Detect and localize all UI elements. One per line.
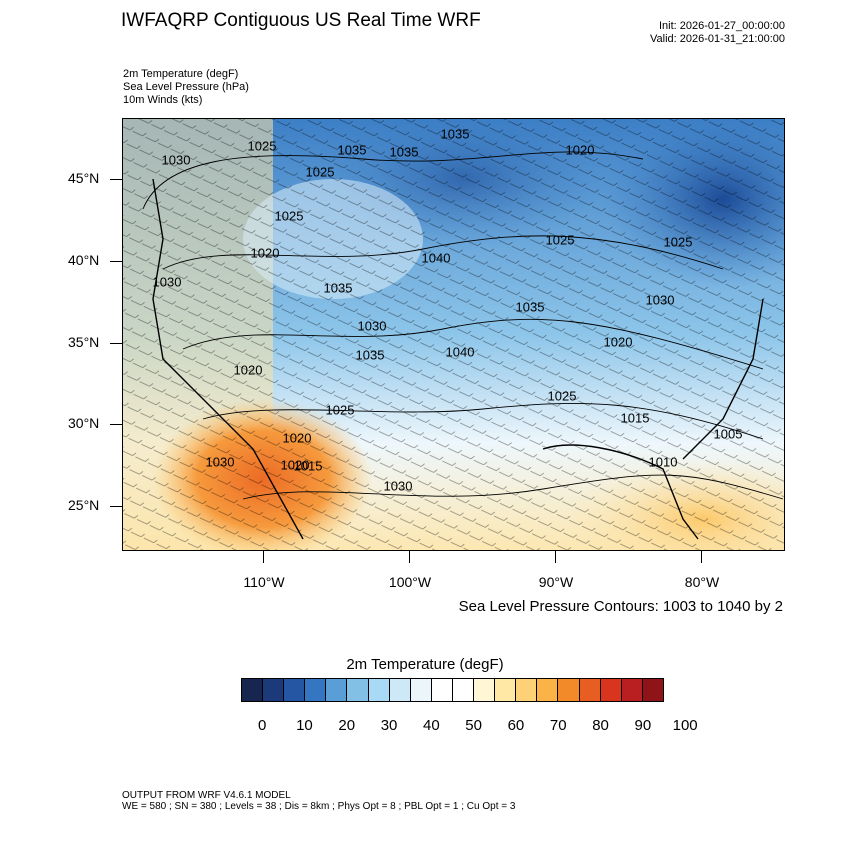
colorbar-swatch <box>389 679 411 701</box>
colorbar-label: 30 <box>380 717 398 734</box>
colorbar-label: 100 <box>672 717 698 734</box>
isobar-label: 1020 <box>282 430 312 446</box>
isobar-label: 1030 <box>161 152 191 168</box>
colorbar-label: 10 <box>296 717 313 734</box>
map-canvas <box>123 119 784 550</box>
colorbar-label: 90 <box>634 717 652 734</box>
colorbar-swatch <box>495 679 517 701</box>
lon-tick <box>701 551 702 563</box>
lon-label-100w: 100°W <box>388 574 432 590</box>
colorbar-swatch <box>410 679 432 701</box>
isobar-label: 1030 <box>383 478 413 494</box>
lat-tick <box>110 424 122 425</box>
colorbar-swatch <box>347 679 369 701</box>
lon-label-110w: 110°W <box>243 574 285 590</box>
colorbar-label: 20 <box>338 717 356 734</box>
isobar-label: 1020 <box>250 245 280 261</box>
lat-tick <box>110 261 122 262</box>
isobar-label: 1035 <box>323 280 353 296</box>
colorbar-swatch <box>600 679 622 701</box>
lon-tick <box>409 551 410 563</box>
colorbar-label: 40 <box>423 717 440 734</box>
lon-label-80w: 80°W <box>684 574 720 590</box>
contour-note: Sea Level Pressure Contours: 1003 to 104… <box>458 598 783 615</box>
isobar-label: 1030 <box>152 274 182 290</box>
colorbar-swatch <box>452 679 475 701</box>
isobar-label: 1035 <box>337 142 367 158</box>
colorbar-swatch <box>558 679 580 701</box>
isobar-label: 1015 <box>620 410 650 426</box>
colorbar-swatch <box>263 679 285 701</box>
colorbar-swatch <box>621 679 643 701</box>
isobar-label: 1010 <box>648 454 678 470</box>
colorbar-swatch <box>431 679 453 701</box>
valid-time: Valid: 2026-01-31_21:00:00 <box>650 33 785 45</box>
init-time: Init: 2026-01-27_00:00:00 <box>659 20 785 32</box>
isobar-label: 1030 <box>205 454 235 470</box>
lon-label-90w: 90°W <box>538 574 574 590</box>
isobar-label: 1020 <box>603 334 633 350</box>
field-label-pressure: Sea Level Pressure (hPa) <box>123 81 249 93</box>
colorbar-label: 80 <box>592 717 609 734</box>
isobar-label: 1035 <box>440 126 470 142</box>
lat-label-25: 25°N <box>68 497 100 513</box>
colorbar-swatch <box>537 679 559 701</box>
plot-title: IWFAQRP Contiguous US Real Time WRF <box>121 10 481 31</box>
temperature-colorbar <box>241 678 664 702</box>
colorbar-swatch <box>305 679 327 701</box>
model-config: WE = 580 ; SN = 380 ; Levels = 38 ; Dis … <box>122 801 516 812</box>
isobar-label: 1025 <box>547 388 577 404</box>
lat-tick <box>110 506 122 507</box>
lat-tick <box>110 179 122 180</box>
colorbar-label: 60 <box>507 717 525 734</box>
isobar-label: 1025 <box>274 208 304 224</box>
isobar-label: 1030 <box>645 292 675 308</box>
isobar-label: 1030 <box>357 318 387 334</box>
model-info: OUTPUT FROM WRF V4.6.1 MODEL <box>122 790 291 801</box>
colorbar-label: 70 <box>549 717 567 734</box>
isobar-label: 1015 <box>293 458 323 474</box>
lat-label-40: 40°N <box>68 252 100 268</box>
lat-label-35: 35°N <box>68 334 100 350</box>
lat-tick <box>110 343 122 344</box>
isobar-label: 1035 <box>389 144 419 160</box>
colorbar-swatch <box>368 679 390 701</box>
isobar-label: 1020 <box>565 142 595 158</box>
colorbar-swatch <box>242 679 264 701</box>
colorbar-label: 0 <box>257 717 267 734</box>
isobar-label: 1040 <box>445 344 475 360</box>
weather-map <box>122 118 785 551</box>
isobar-label: 1025 <box>305 164 335 180</box>
isobar-label: 1025 <box>663 234 693 250</box>
colorbar-swatch <box>642 679 663 701</box>
isobar-label: 1020 <box>280 457 310 473</box>
isobar-label: 1020 <box>233 362 263 378</box>
isobar-label: 1035 <box>515 299 545 315</box>
field-label-winds: 10m Winds (kts) <box>123 94 203 106</box>
field-label-temperature: 2m Temperature (degF) <box>123 68 239 80</box>
lon-tick <box>263 551 264 563</box>
isobar-label: 1035 <box>355 347 385 363</box>
colorbar-title: 2m Temperature (degF) <box>346 656 504 673</box>
lat-label-45: 45°N <box>68 170 100 186</box>
isobar-label: 1005 <box>713 426 743 442</box>
lat-label-30: 30°N <box>68 415 100 431</box>
lon-tick <box>555 551 556 563</box>
isobar-label: 1025 <box>247 138 277 154</box>
isobar-label: 1025 <box>325 402 355 418</box>
colorbar-swatch <box>579 679 601 701</box>
colorbar-swatch <box>284 679 306 701</box>
colorbar-swatch <box>326 679 348 701</box>
colorbar-swatch <box>474 679 496 701</box>
isobar-label: 1025 <box>545 232 575 248</box>
colorbar-label: 50 <box>465 717 482 734</box>
colorbar-swatch <box>516 679 538 701</box>
isobar-label: 1040 <box>421 250 451 266</box>
